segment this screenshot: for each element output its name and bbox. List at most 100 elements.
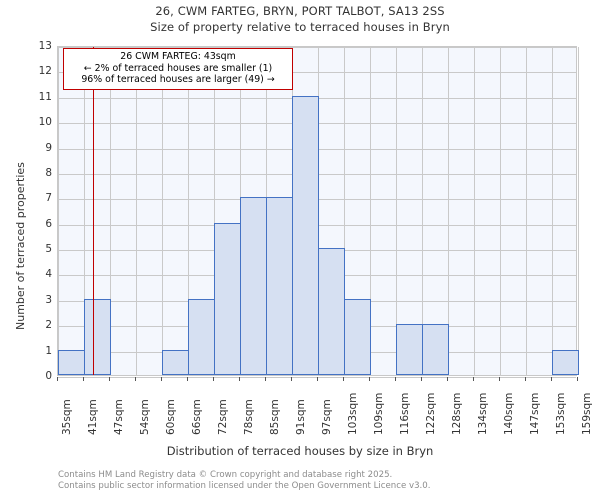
- x-tick-label: 159sqm: [581, 392, 593, 435]
- y-tick-label: 2: [45, 319, 52, 332]
- gridline-vertical: [396, 47, 397, 375]
- x-tick-label: 103sqm: [347, 392, 359, 435]
- gridline-vertical: [422, 47, 423, 375]
- x-tick-mark: [343, 377, 344, 381]
- gridline-vertical: [162, 47, 163, 375]
- histogram-bar: [266, 197, 293, 375]
- annotation-line-3: 96% of terraced houses are larger (49) →: [81, 74, 275, 85]
- chart-title: 26, CWM FARTEG, BRYN, PORT TALBOT, SA13 …: [155, 4, 445, 18]
- x-tick-label: 153sqm: [555, 392, 567, 435]
- histogram-bar: [292, 95, 319, 375]
- gridline-vertical: [578, 47, 579, 375]
- y-tick-label: 11: [38, 90, 52, 103]
- x-tick-label: 66sqm: [191, 399, 203, 435]
- x-tick-mark: [369, 377, 370, 381]
- y-tick-label: 0: [45, 370, 52, 382]
- x-tick-label: 116sqm: [399, 392, 411, 435]
- gridline-vertical: [110, 47, 111, 375]
- y-tick-label: 3: [45, 293, 52, 306]
- x-tick-label: 140sqm: [503, 392, 515, 435]
- y-tick-label: 6: [45, 217, 52, 230]
- x-tick-mark: [499, 377, 500, 381]
- gridline-vertical: [474, 47, 475, 375]
- histogram-bar: [344, 298, 371, 375]
- annotation-line-2: ← 2% of terraced houses are smaller (1): [83, 62, 273, 74]
- x-tick-mark: [317, 377, 318, 381]
- x-tick-mark: [135, 377, 136, 381]
- y-tick-label: 12: [38, 65, 52, 78]
- gridline-horizontal: [58, 47, 576, 48]
- gridline-vertical: [84, 47, 85, 375]
- y-tick-label: 8: [45, 166, 52, 179]
- histogram-bar: [188, 298, 215, 375]
- attribution-footer: Contains HM Land Registry data © Crown c…: [58, 470, 588, 491]
- attribution-line-1: Contains HM Land Registry data © Crown c…: [58, 470, 393, 480]
- chart-subtitle: Size of property relative to terraced ho…: [150, 20, 450, 34]
- histogram-bar: [162, 349, 189, 375]
- x-axis-title: Distribution of terraced houses by size …: [166, 444, 434, 458]
- histogram-bar: [422, 324, 449, 375]
- histogram-bar: [84, 298, 111, 375]
- x-tick-mark: [187, 377, 188, 381]
- gridline-vertical: [448, 47, 449, 375]
- x-tick-label: 134sqm: [477, 392, 489, 435]
- x-tick-mark: [239, 377, 240, 381]
- histogram-bar: [552, 349, 579, 375]
- x-tick-label: 54sqm: [139, 399, 151, 435]
- x-tick-label: 97sqm: [321, 399, 333, 435]
- x-tick-mark: [395, 377, 396, 381]
- y-tick-label: 7: [45, 192, 52, 205]
- histogram-bar: [240, 197, 267, 375]
- x-tick-label: 78sqm: [243, 399, 255, 435]
- gridline-vertical: [344, 47, 345, 375]
- gridline-vertical: [188, 47, 189, 375]
- x-tick-label: 109sqm: [373, 392, 385, 435]
- histogram-bar: [58, 349, 85, 375]
- gridline-vertical: [552, 47, 553, 375]
- property-size-marker-line: [92, 47, 95, 375]
- gridline-vertical: [58, 47, 59, 375]
- gridline-vertical: [370, 47, 371, 375]
- plot-area: [57, 46, 579, 378]
- y-tick-label: 4: [45, 268, 52, 281]
- annotation-line-1: 26 CWM FARTEG: 43sqm: [120, 51, 236, 62]
- x-tick-label: 47sqm: [113, 399, 125, 435]
- x-tick-mark: [551, 377, 552, 381]
- x-tick-label: 85sqm: [269, 399, 281, 435]
- y-tick-label: 13: [38, 40, 52, 52]
- x-tick-mark: [525, 377, 526, 381]
- attribution-line-2: Contains public sector information licen…: [58, 480, 431, 491]
- annotation-callout: 26 CWM FARTEG: 43sqm ← 2% of terraced ho…: [63, 48, 293, 90]
- x-tick-mark: [421, 377, 422, 381]
- gridline-horizontal: [58, 72, 576, 74]
- x-tick-mark: [577, 377, 578, 381]
- gridline-vertical: [526, 47, 527, 375]
- x-tick-mark: [447, 377, 448, 381]
- x-tick-label: 91sqm: [295, 399, 307, 435]
- x-tick-label: 72sqm: [217, 399, 229, 435]
- y-tick-label: 9: [45, 141, 52, 154]
- x-tick-mark: [57, 377, 58, 381]
- y-tick-label: 5: [45, 243, 52, 256]
- x-tick-mark: [161, 377, 162, 381]
- y-tick-label: 10: [38, 116, 52, 129]
- histogram-bar: [396, 324, 423, 375]
- y-tick-label: 1: [45, 344, 52, 357]
- x-tick-mark: [473, 377, 474, 381]
- x-tick-mark: [83, 377, 84, 381]
- histogram-bar: [214, 222, 241, 375]
- x-tick-mark: [265, 377, 266, 381]
- x-tick-label: 147sqm: [529, 392, 541, 435]
- x-tick-mark: [109, 377, 110, 381]
- x-tick-label: 60sqm: [165, 399, 177, 435]
- histogram-bar: [318, 248, 345, 375]
- x-tick-label: 128sqm: [451, 392, 463, 435]
- x-tick-mark: [291, 377, 292, 381]
- gridline-vertical: [214, 47, 215, 375]
- x-tick-label: 41sqm: [87, 399, 99, 435]
- x-tick-label: 35sqm: [61, 399, 73, 435]
- gridline-vertical: [500, 47, 501, 375]
- x-tick-mark: [213, 377, 214, 381]
- gridline-vertical: [136, 47, 137, 375]
